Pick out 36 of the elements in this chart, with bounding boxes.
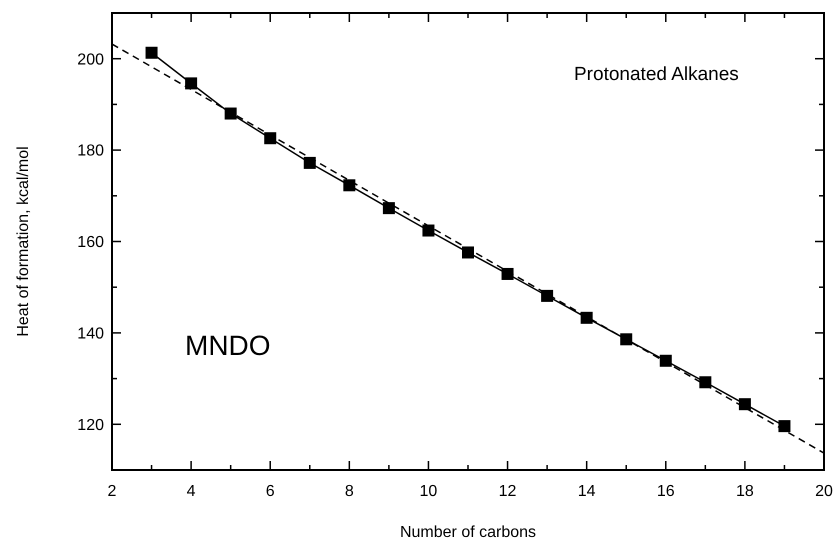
x-tick-label: 8	[344, 483, 354, 500]
point	[620, 333, 632, 346]
point	[264, 132, 276, 144]
x-tick-label: 4	[186, 483, 196, 500]
x-tick-label: 18	[736, 483, 754, 500]
point	[778, 420, 790, 432]
y-tick-label: 180	[77, 142, 104, 160]
y-axis-title: Heat of formation, kcal/mol	[15, 146, 32, 337]
y-tick-label: 200	[77, 51, 104, 68]
point	[738, 398, 751, 410]
x-tick-label: 14	[578, 483, 596, 500]
point	[304, 156, 316, 169]
point	[146, 46, 158, 59]
y-tick-label: 140	[77, 326, 104, 342]
x-tick-label: 20	[815, 483, 833, 500]
point	[462, 246, 474, 258]
point	[541, 290, 554, 302]
point	[699, 376, 712, 388]
annotation: MNDO	[185, 330, 271, 361]
point	[185, 77, 198, 90]
point	[660, 354, 672, 367]
x-tick-label: 16	[656, 483, 675, 500]
x-tick-label: 12	[498, 483, 517, 500]
point	[343, 179, 356, 192]
x-tick-label: 6	[266, 483, 275, 500]
x-axis-title: Number of carbons	[400, 524, 536, 541]
point	[382, 202, 395, 214]
point	[224, 108, 237, 120]
x-tick-label: 2	[108, 483, 117, 500]
point	[422, 224, 434, 237]
y-tick-label: 160	[77, 234, 104, 252]
y-tick-label: 120	[77, 416, 104, 434]
x-tick-label: 10	[420, 483, 438, 500]
annotation: Protonated Alkanes	[574, 64, 739, 85]
point	[502, 268, 514, 280]
point	[580, 312, 593, 324]
